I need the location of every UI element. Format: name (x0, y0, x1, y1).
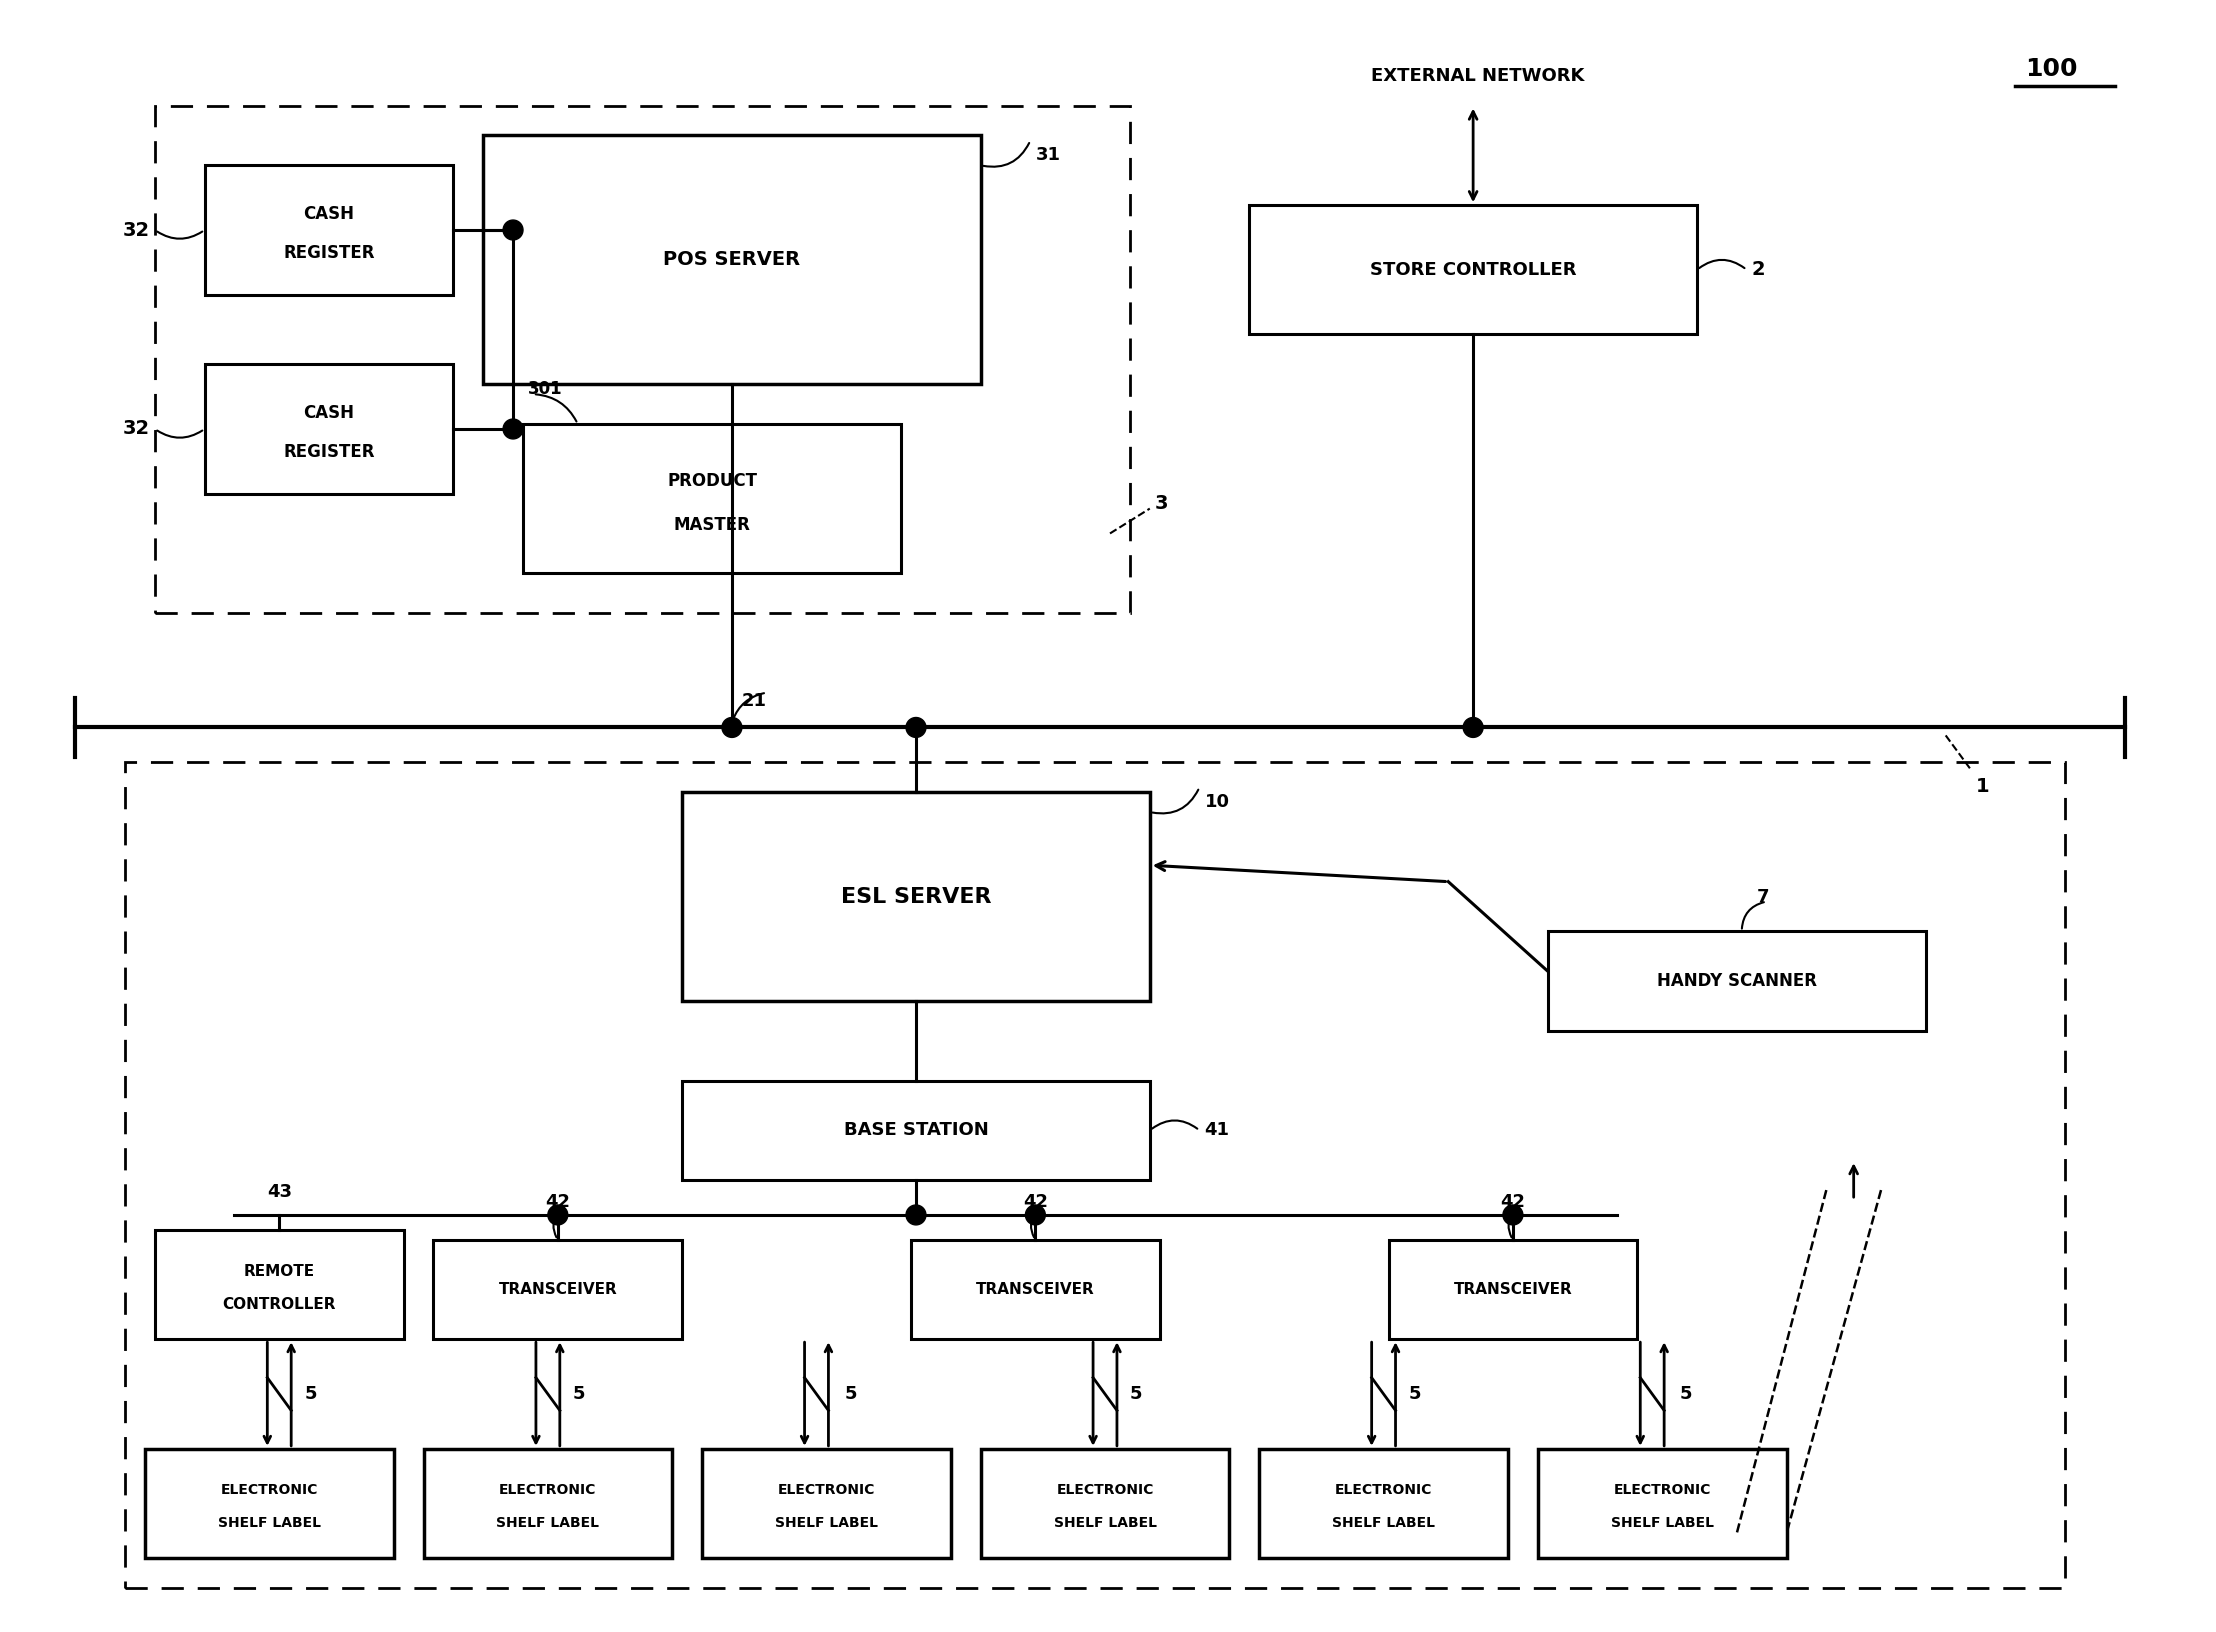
Bar (204, 364, 454, 493)
Text: 42: 42 (545, 1193, 570, 1211)
Text: SHELF LABEL: SHELF LABEL (776, 1516, 878, 1531)
Text: REMOTE: REMOTE (244, 1263, 315, 1279)
Text: SHELF LABEL: SHELF LABEL (1611, 1516, 1713, 1531)
Text: 5: 5 (1130, 1386, 1143, 1404)
Bar (702, 1449, 951, 1559)
Bar (434, 1240, 683, 1340)
Text: 32: 32 (122, 419, 151, 439)
Text: ELECTRONIC: ELECTRONIC (222, 1483, 317, 1497)
Circle shape (547, 1204, 567, 1226)
Text: 10: 10 (1206, 793, 1230, 811)
Bar (204, 165, 454, 295)
Text: 5: 5 (1680, 1386, 1693, 1404)
Text: 32: 32 (122, 220, 151, 240)
Text: PRODUCT: PRODUCT (667, 472, 758, 490)
Text: MASTER: MASTER (674, 516, 751, 535)
Text: 42: 42 (1500, 1193, 1525, 1211)
Bar (155, 106, 1130, 614)
Text: SHELF LABEL: SHELF LABEL (217, 1516, 321, 1531)
Text: SHELF LABEL: SHELF LABEL (496, 1516, 598, 1531)
Text: 301: 301 (527, 380, 563, 398)
Text: TRANSCEIVER: TRANSCEIVER (975, 1283, 1095, 1297)
Circle shape (722, 718, 742, 738)
Text: REGISTER: REGISTER (284, 444, 375, 462)
Text: 5: 5 (304, 1386, 317, 1404)
Bar (911, 1240, 1159, 1340)
Text: ELECTRONIC: ELECTRONIC (1334, 1483, 1432, 1497)
Circle shape (906, 718, 926, 738)
Text: STORE CONTROLLER: STORE CONTROLLER (1369, 261, 1576, 279)
Text: BASE STATION: BASE STATION (844, 1121, 988, 1139)
Bar (982, 1449, 1230, 1559)
Text: SHELF LABEL: SHELF LABEL (1332, 1516, 1436, 1531)
Bar (1250, 206, 1697, 335)
Bar (1389, 1240, 1638, 1340)
Text: 100: 100 (2025, 57, 2079, 80)
Bar (144, 1449, 394, 1559)
Bar (683, 792, 1150, 1000)
Bar (1547, 932, 1926, 1031)
Text: ELECTRONIC: ELECTRONIC (499, 1483, 596, 1497)
Bar (683, 1080, 1150, 1180)
Text: SHELF LABEL: SHELF LABEL (1053, 1516, 1157, 1531)
Text: 5: 5 (844, 1386, 858, 1404)
Circle shape (503, 419, 523, 439)
Text: 21: 21 (742, 692, 767, 710)
Text: ESL SERVER: ESL SERVER (840, 886, 991, 907)
Circle shape (1026, 1204, 1046, 1226)
Text: TRANSCEIVER: TRANSCEIVER (1454, 1283, 1573, 1297)
Text: ELECTRONIC: ELECTRONIC (1613, 1483, 1711, 1497)
Circle shape (1463, 718, 1483, 738)
Text: 3: 3 (1155, 494, 1168, 512)
Text: TRANSCEIVER: TRANSCEIVER (499, 1283, 618, 1297)
Text: 42: 42 (1024, 1193, 1048, 1211)
Circle shape (503, 220, 523, 240)
Text: CONTROLLER: CONTROLLER (222, 1297, 337, 1312)
Bar (155, 1231, 403, 1340)
Text: CASH: CASH (304, 405, 355, 423)
Text: 43: 43 (266, 1183, 293, 1201)
Bar (1538, 1449, 1786, 1559)
Text: EXTERNAL NETWORK: EXTERNAL NETWORK (1372, 67, 1584, 85)
Bar (124, 762, 2065, 1588)
Text: ELECTRONIC: ELECTRONIC (778, 1483, 875, 1497)
Text: 5: 5 (1409, 1386, 1420, 1404)
Text: HANDY SCANNER: HANDY SCANNER (1658, 973, 1817, 991)
Text: 5: 5 (572, 1386, 585, 1404)
Text: 31: 31 (1035, 147, 1061, 165)
Text: POS SERVER: POS SERVER (663, 250, 800, 269)
Circle shape (906, 1204, 926, 1226)
Text: 1: 1 (1974, 777, 1990, 796)
Bar (423, 1449, 671, 1559)
Text: 7: 7 (1757, 888, 1768, 906)
Text: CASH: CASH (304, 206, 355, 224)
Text: REGISTER: REGISTER (284, 245, 375, 263)
Circle shape (1502, 1204, 1522, 1226)
Text: 41: 41 (1206, 1121, 1230, 1139)
Bar (523, 424, 902, 573)
Bar (483, 135, 982, 384)
Text: ELECTRONIC: ELECTRONIC (1057, 1483, 1155, 1497)
Bar (1259, 1449, 1507, 1559)
Text: 2: 2 (1751, 259, 1766, 279)
